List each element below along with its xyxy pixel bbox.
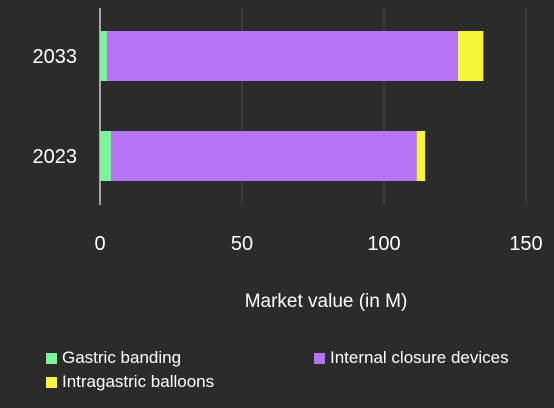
bars [100, 31, 484, 181]
legend-swatch [46, 376, 57, 388]
y-axis-tick-labels: 2033 2023 [33, 46, 78, 168]
stacked-bar-chart: 2033 2023 0 50 100 150 Market value (in M) [33, 8, 543, 312]
y-tick-label: 2033 [33, 46, 78, 68]
legend-swatch [46, 352, 57, 364]
legend-label: Internal closure devices [330, 348, 509, 367]
legend-item: Gastric banding [46, 346, 181, 370]
bar-segment [457, 31, 484, 81]
bar-segment [100, 131, 112, 181]
x-axis-title: Market value (in M) [245, 291, 408, 312]
legend-label: Intragastric balloons [62, 372, 215, 391]
bar-segment [111, 131, 417, 181]
x-axis-tick-labels: 0 50 100 150 [94, 233, 542, 255]
x-tick-label: 50 [231, 233, 253, 255]
bar-segment [416, 131, 426, 181]
x-tick-label: 150 [509, 233, 542, 255]
legend-label: Gastric banding [62, 348, 182, 367]
x-tick-label: 0 [94, 233, 105, 255]
x-tick-label: 100 [367, 233, 400, 255]
legend-item: Internal closure devices [314, 346, 509, 370]
bar-segment [100, 31, 108, 81]
legend-item: Intragastric balloons [46, 370, 214, 394]
bar-segment [107, 31, 458, 81]
y-tick-label: 2023 [33, 146, 78, 168]
legend-swatch [314, 352, 325, 364]
